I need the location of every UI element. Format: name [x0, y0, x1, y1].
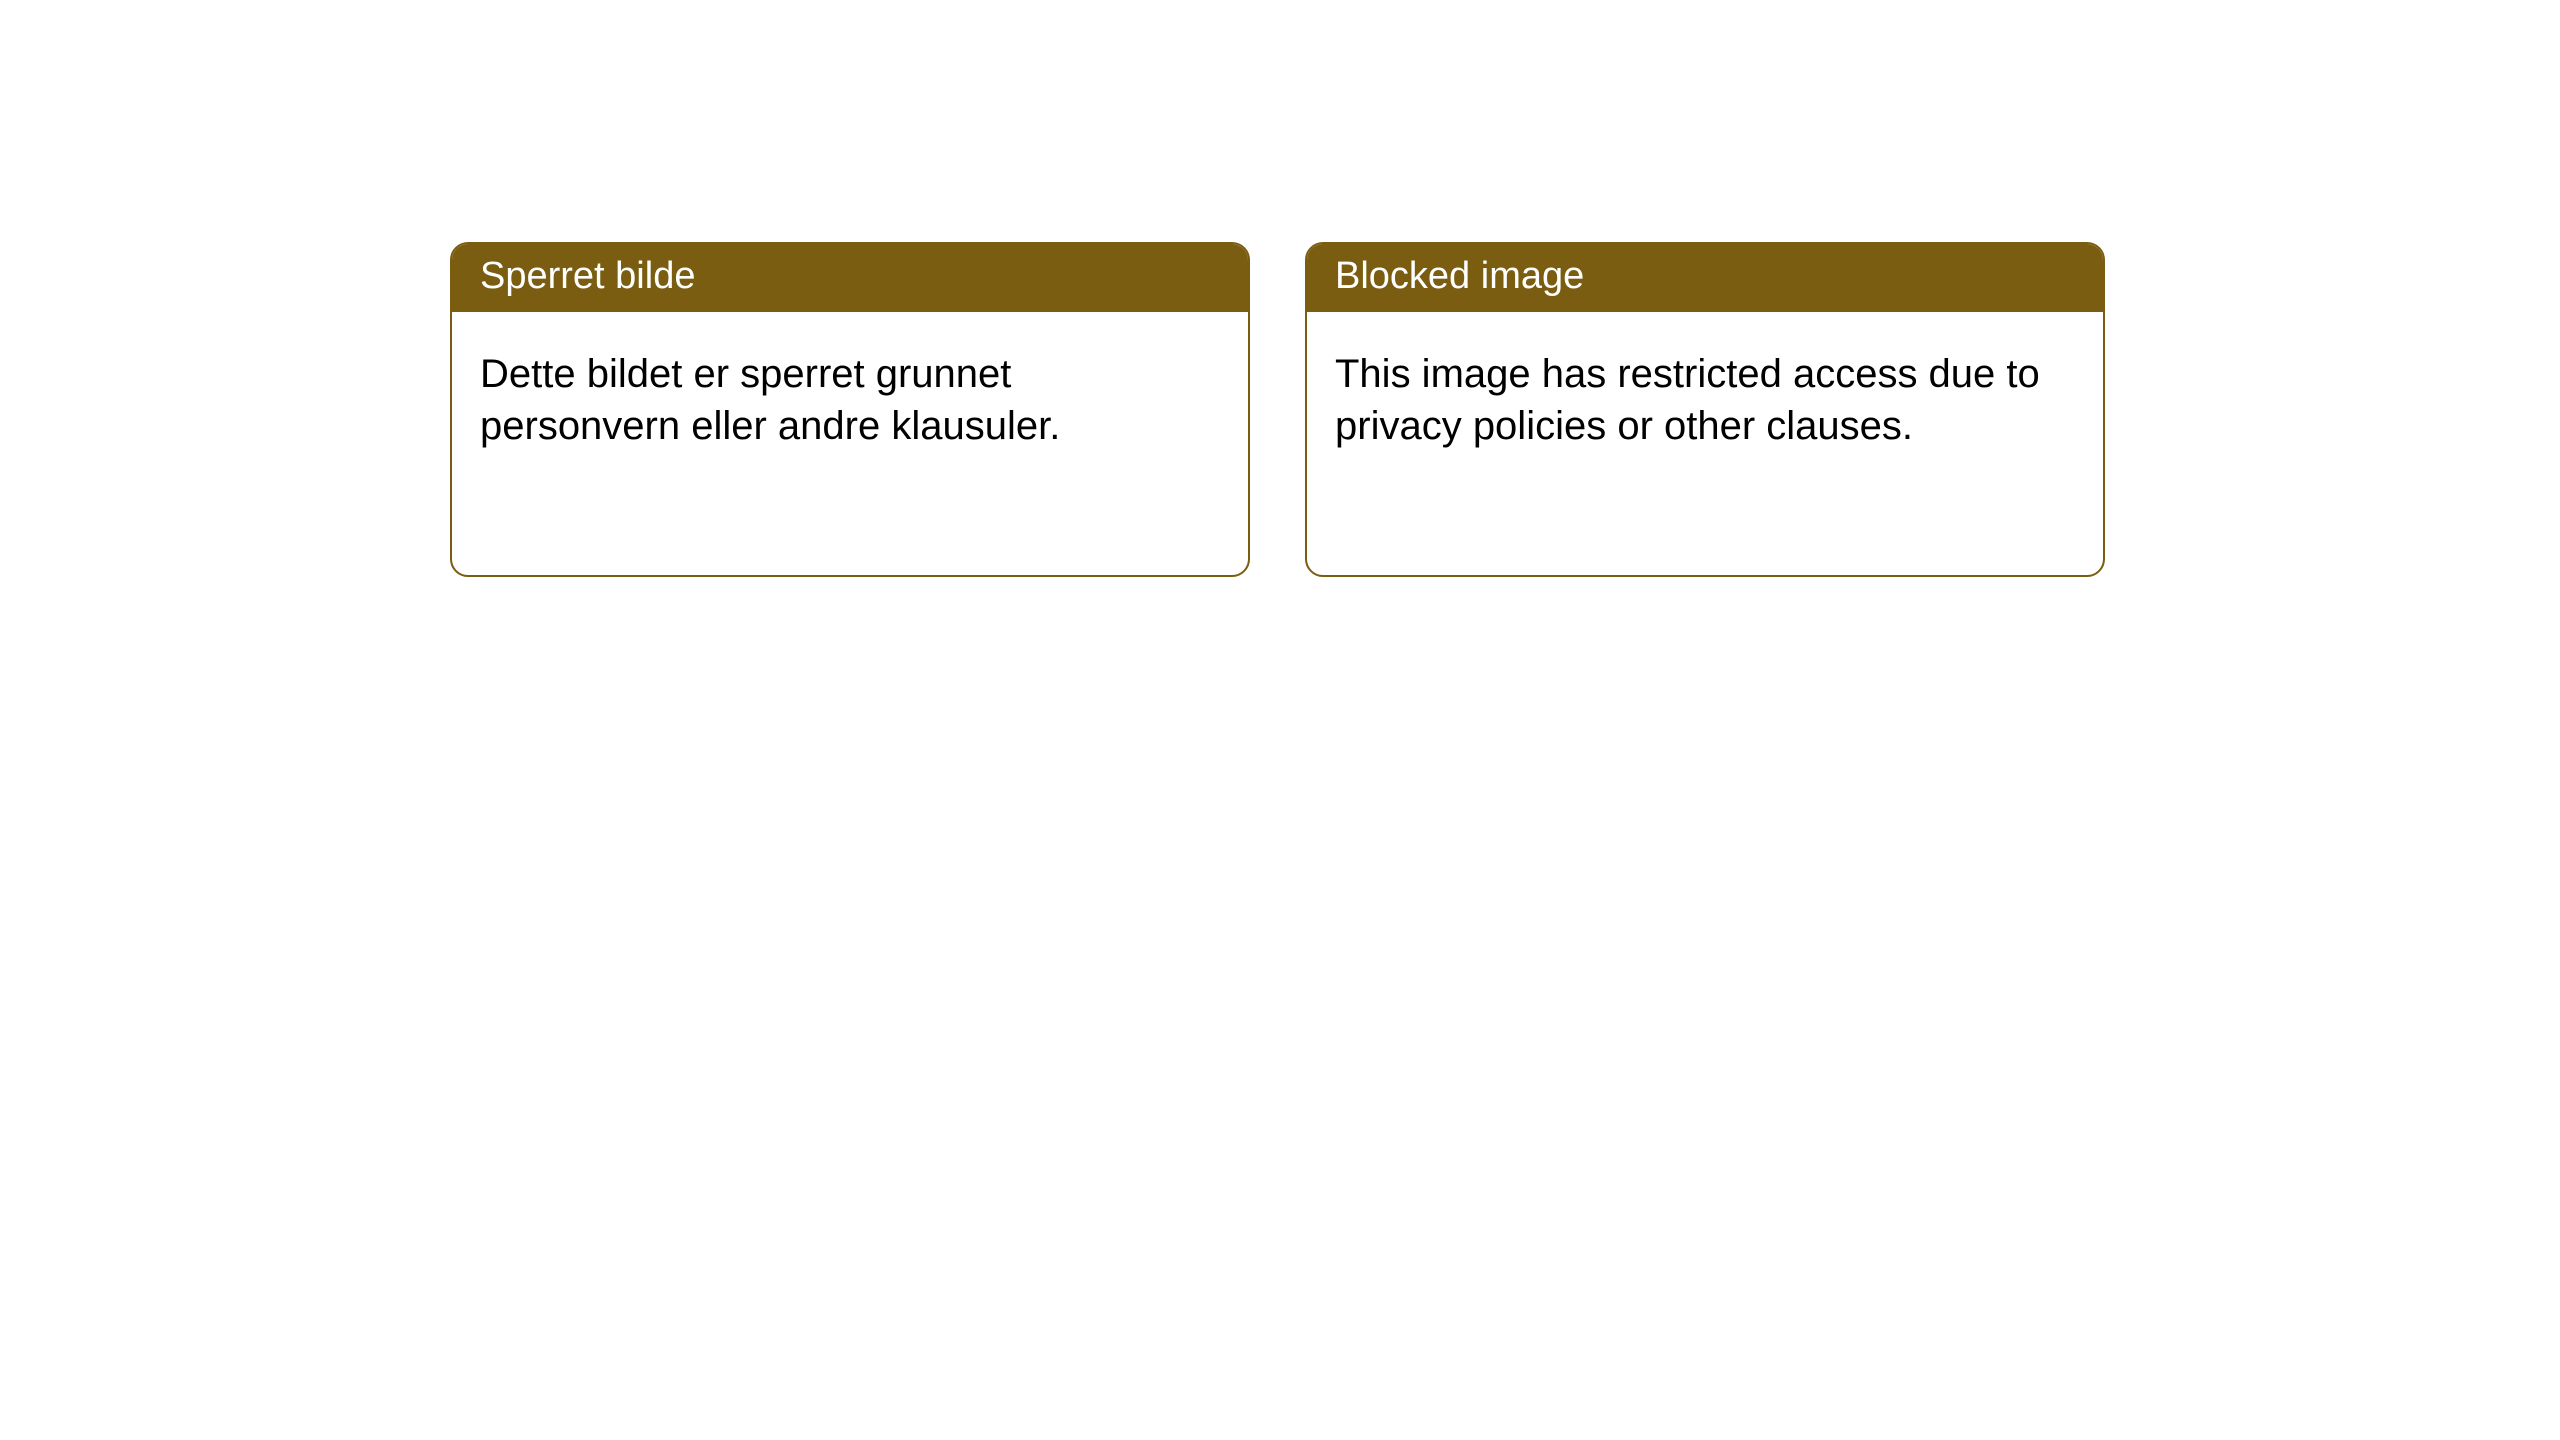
card-header: Blocked image	[1307, 244, 2103, 312]
card-header: Sperret bilde	[452, 244, 1248, 312]
blocked-image-card-en: Blocked image This image has restricted …	[1305, 242, 2105, 577]
blocked-image-card-no: Sperret bilde Dette bildet er sperret gr…	[450, 242, 1250, 577]
card-body: This image has restricted access due to …	[1307, 312, 2103, 480]
cards-container: Sperret bilde Dette bildet er sperret gr…	[450, 242, 2105, 577]
card-body: Dette bildet er sperret grunnet personve…	[452, 312, 1248, 480]
